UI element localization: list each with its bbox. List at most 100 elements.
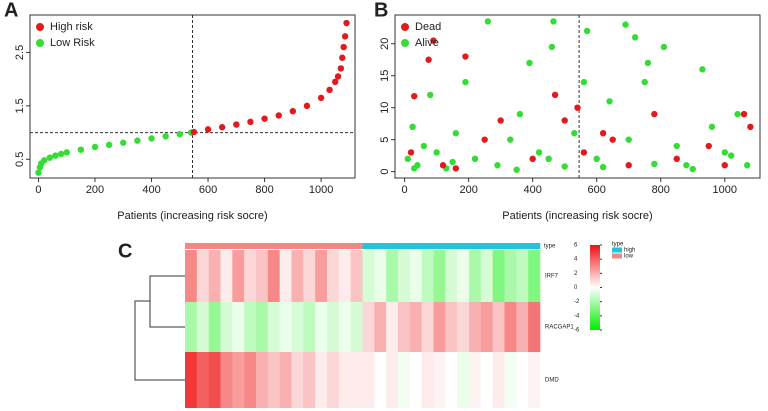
point [583,27,591,35]
row-label: DMD [545,378,559,384]
heat-cell [457,250,470,302]
heat-cell [208,250,221,302]
point [484,18,492,25]
legend-marker [36,23,44,31]
type-cell [185,243,198,249]
point [134,137,141,144]
type-cell [492,243,505,249]
heat-cell [469,250,482,302]
point [721,149,728,156]
colorbar [590,245,600,330]
heat-cell [315,352,328,408]
point [425,56,432,63]
point [339,54,346,61]
point [513,166,520,173]
point [452,130,460,137]
heat-cell [256,302,269,352]
plot-frame [394,14,761,179]
row-label: IRF7 [545,274,559,280]
point [507,136,514,143]
point [660,43,668,51]
heat-cell [362,302,375,352]
x-tick-label: 1000 [713,184,737,196]
heat-cell [433,302,446,352]
point [326,86,333,94]
heat-cell [421,250,434,302]
point [699,66,706,73]
point [516,110,524,118]
type-cell [303,243,316,249]
heat-cell [504,352,517,408]
point [303,102,311,110]
point [52,152,59,159]
heat-cell [445,352,458,408]
point [497,117,504,124]
point [526,59,533,67]
point [332,78,339,86]
x-tick-label: 600 [588,184,606,196]
point [571,130,578,137]
heat-cell [362,352,375,408]
point [409,123,416,131]
point [162,133,169,140]
heat-cell [528,250,541,302]
type-cell [469,243,482,249]
type-cell [291,243,304,249]
type-cell [398,243,411,249]
heat-cell [338,352,351,408]
point [247,118,254,126]
x-axis-label: Patients (increasing risk socre) [502,210,652,222]
heat-cell [303,250,316,302]
type-cell [267,243,280,249]
type-cell [457,243,470,249]
heat-cell [528,302,541,352]
heat-cell [279,250,292,302]
heat-cell [244,250,257,302]
point [471,155,479,163]
point [340,43,347,51]
point [40,157,48,164]
point [407,149,415,156]
legend-label: low [624,254,634,260]
type-cell [338,243,351,249]
point [721,162,728,169]
type-cell [409,243,422,249]
heat-cell [291,250,304,302]
heat-cell [492,352,505,408]
heat-cell [504,302,517,352]
heat-cell [469,352,482,408]
point [462,53,469,60]
legend-marker [401,39,409,47]
heat-cell [480,250,493,302]
heat-cell [516,302,529,352]
heat-cell [374,352,387,408]
point [233,121,240,128]
point [420,142,428,150]
heat-cell [256,352,269,408]
point [641,78,648,86]
heat-cell [374,250,387,302]
point [689,165,696,173]
x-tick-label: 400 [523,184,541,196]
point [548,43,556,51]
heat-cell [327,302,340,352]
point [606,98,613,105]
y-tick-label: 2.5 [14,45,26,60]
heat-cell [256,250,269,302]
point [452,165,460,172]
heat-cell [279,352,292,408]
heat-cell [492,250,505,302]
y-tick-label: 20 [379,38,391,50]
point [580,149,588,156]
heat-cell [480,302,493,352]
type-cell [504,243,517,249]
heat-cell [208,352,221,408]
colorbar-tick-label: 6 [574,243,578,249]
point [204,126,212,133]
heat-cell [504,250,517,302]
x-tick-label: 0 [35,184,41,196]
point [561,163,568,170]
point [622,21,629,28]
heat-cell [327,250,340,302]
point [644,59,652,67]
